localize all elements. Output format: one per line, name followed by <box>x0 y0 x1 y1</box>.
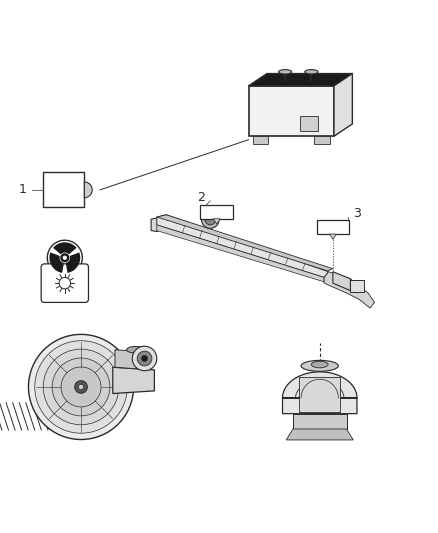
Circle shape <box>75 381 87 393</box>
Circle shape <box>201 211 219 229</box>
Polygon shape <box>249 86 334 136</box>
Bar <box>350 280 364 292</box>
Circle shape <box>63 256 67 260</box>
Polygon shape <box>333 272 350 290</box>
Circle shape <box>137 351 152 366</box>
Circle shape <box>61 367 101 407</box>
Polygon shape <box>324 272 374 308</box>
Polygon shape <box>157 215 333 271</box>
Polygon shape <box>113 367 154 393</box>
Circle shape <box>132 346 157 371</box>
Text: 1: 1 <box>19 183 27 196</box>
Polygon shape <box>115 350 150 370</box>
Wedge shape <box>49 253 64 273</box>
Polygon shape <box>213 219 220 224</box>
Ellipse shape <box>301 360 338 372</box>
Polygon shape <box>249 74 352 86</box>
Polygon shape <box>329 234 336 239</box>
Text: 2: 2 <box>198 191 205 204</box>
Circle shape <box>47 240 82 275</box>
Circle shape <box>78 384 84 390</box>
Bar <box>317 220 349 234</box>
Ellipse shape <box>305 70 318 74</box>
Circle shape <box>43 349 119 425</box>
Bar <box>201 205 233 219</box>
Circle shape <box>52 358 110 416</box>
Ellipse shape <box>127 346 145 353</box>
Circle shape <box>35 341 127 433</box>
Wedge shape <box>53 243 77 254</box>
Text: 3: 3 <box>353 207 361 221</box>
Circle shape <box>141 356 148 361</box>
Ellipse shape <box>279 70 292 74</box>
Bar <box>42 172 84 207</box>
Polygon shape <box>286 429 353 440</box>
Circle shape <box>28 334 134 440</box>
Polygon shape <box>157 215 328 278</box>
Polygon shape <box>151 215 166 231</box>
Circle shape <box>205 214 215 225</box>
Bar <box>253 136 268 144</box>
Bar <box>300 116 318 131</box>
Ellipse shape <box>311 361 328 368</box>
FancyBboxPatch shape <box>41 264 88 302</box>
Circle shape <box>59 278 71 289</box>
Circle shape <box>60 253 69 262</box>
Polygon shape <box>334 74 352 136</box>
Polygon shape <box>84 182 92 198</box>
Bar <box>299 377 340 411</box>
Polygon shape <box>283 372 357 414</box>
Polygon shape <box>157 225 324 282</box>
Bar <box>293 414 346 429</box>
Bar <box>314 136 330 144</box>
Wedge shape <box>66 253 80 273</box>
